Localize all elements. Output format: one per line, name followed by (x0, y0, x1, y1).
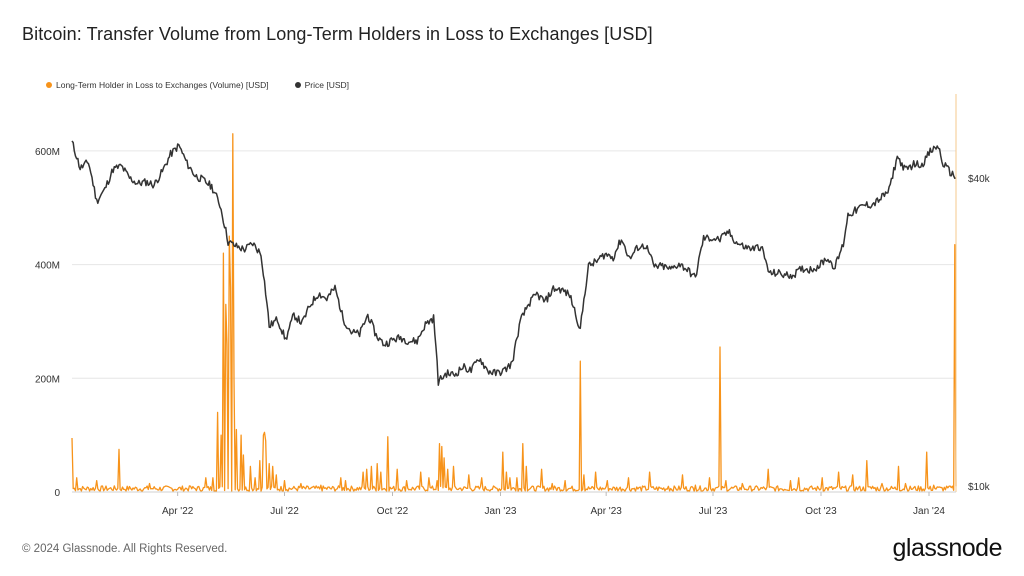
x-tick-label: Apr '22 (162, 506, 194, 517)
legend-label-volume: Long-Term Holder in Loss to Exchanges (V… (56, 80, 269, 90)
y-right-tick-label: $40k (968, 174, 991, 185)
x-tick-label: Jan '24 (913, 506, 945, 517)
axes: 0 200M 400M 600M $10k $40k Apr '22 Jul '22 Oct '… (35, 94, 991, 517)
legend-item-volume[interactable]: Long-Term Holder in Loss to Exchanges (V… (46, 80, 269, 90)
legend-label-price: Price [USD] (304, 80, 350, 90)
x-tick-label: Oct '22 (377, 506, 409, 517)
legend-dot-volume (46, 82, 52, 88)
price-line (71, 140, 957, 386)
volume-line (71, 133, 957, 492)
y-right-tick-label: $10k (968, 482, 991, 493)
chart-title: Bitcoin: Transfer Volume from Long-Term … (22, 24, 653, 44)
y-left-tick-label: 0 (54, 488, 60, 499)
glassnode-logo: glassnode (892, 534, 1003, 562)
y-left-tick-label: 200M (35, 374, 60, 385)
x-tick-label: Apr '23 (590, 506, 622, 517)
y-left-tick-label: 400M (35, 261, 60, 272)
legend-dot-price (294, 82, 301, 88)
x-tick-label: Jan '23 (485, 506, 517, 517)
volume-series (71, 133, 957, 492)
chart-legend: Long-Term Holder in Loss to Exchanges (V… (46, 80, 349, 90)
legend-item-price[interactable]: Price [USD] (294, 80, 350, 90)
y-left-tick-label: 600M (35, 147, 60, 158)
grid-layer (72, 150, 956, 493)
price-series (71, 140, 957, 386)
x-tick-label: Jul '22 (270, 506, 299, 517)
x-tick-label: Oct '23 (805, 506, 837, 517)
copyright-text: © 2024 Glassnode. All Rights Reserved. (22, 543, 228, 555)
x-tick-label: Jul '23 (699, 506, 728, 517)
